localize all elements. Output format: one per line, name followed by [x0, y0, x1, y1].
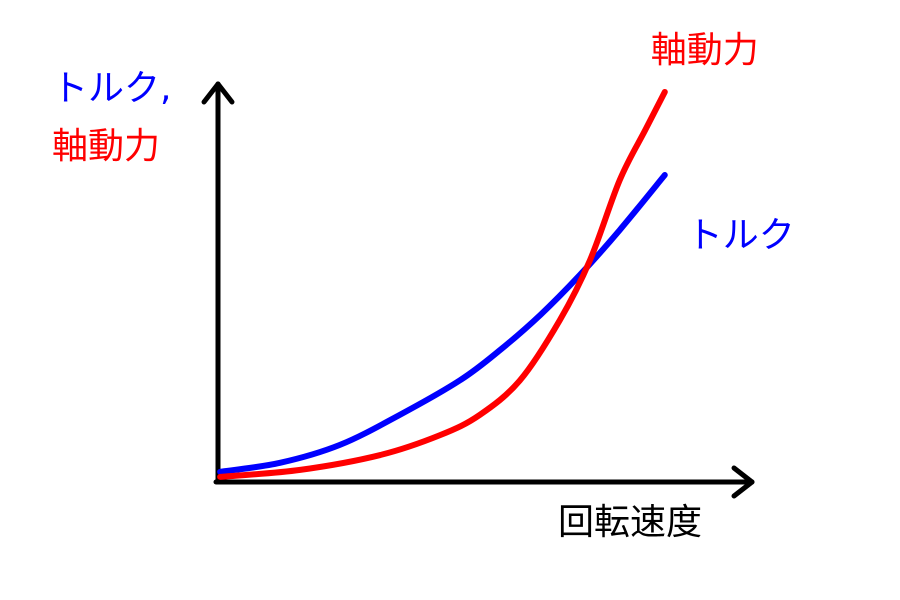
series-label: トルク	[687, 215, 795, 256]
y-axis-label: トルク,	[52, 68, 171, 109]
x-axis-arrow	[731, 465, 755, 499]
series-line	[217, 172, 668, 475]
axes	[201, 81, 755, 499]
y-axis-label: 軸動力	[52, 126, 160, 167]
x-axis-label: 回転速度	[558, 502, 702, 543]
y-axis-arrow	[201, 81, 235, 105]
series-line	[217, 88, 668, 480]
series-label: 軸動力	[651, 30, 759, 71]
